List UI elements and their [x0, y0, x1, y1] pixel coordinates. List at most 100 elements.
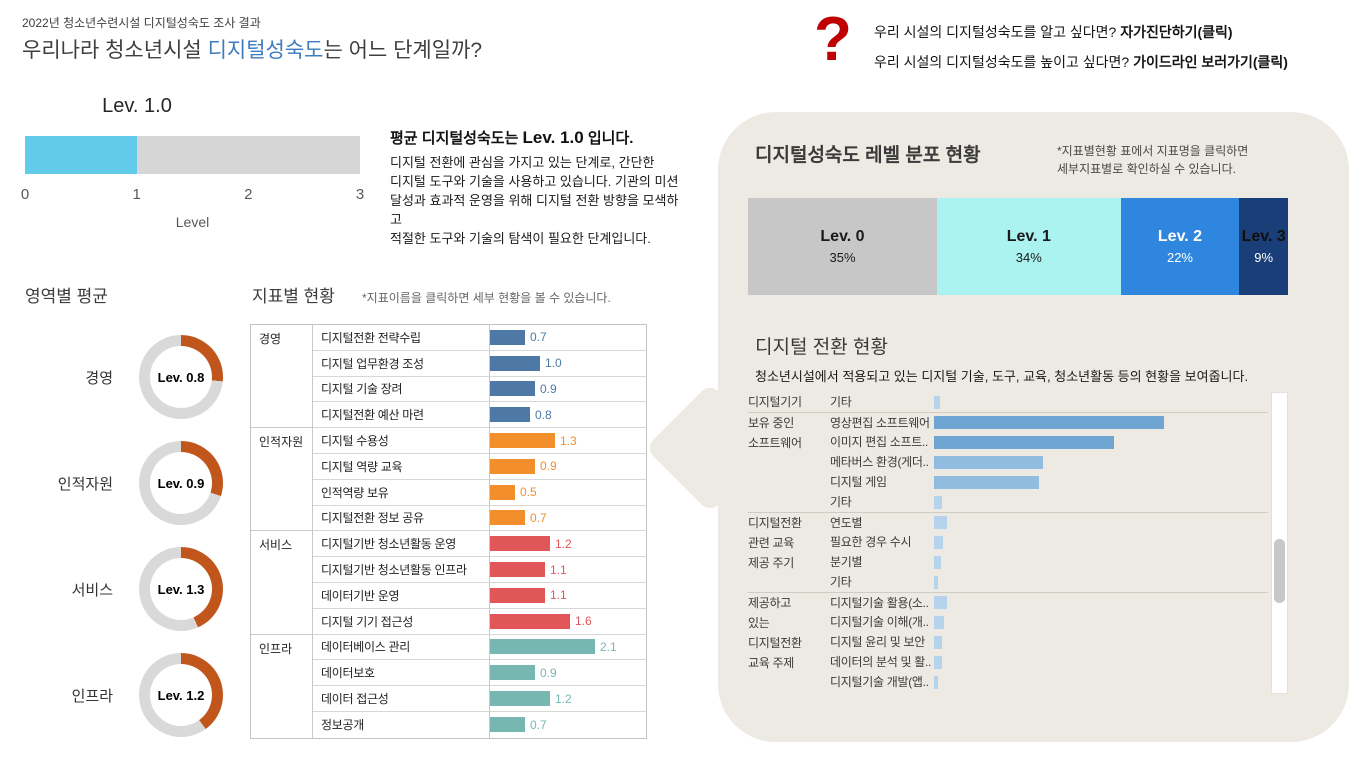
transition-bar	[934, 555, 941, 569]
indicator-name[interactable]: 데이터보호	[313, 660, 490, 687]
indicator-bar-cell: 0.7	[490, 325, 647, 351]
indicator-bar	[490, 562, 545, 578]
indicator-bar-cell: 0.7	[490, 506, 647, 532]
transition-status-title: 디지털 전환 현황	[755, 337, 888, 358]
domain-donut-chart[interactable]: Lev. 0.8	[139, 335, 223, 419]
domain-donut-chart[interactable]: Lev. 1.2	[139, 653, 223, 737]
domain-average-row: 인적자원 Lev. 0.9	[25, 430, 240, 536]
indicator-name[interactable]: 디지털 기기 접근성	[313, 608, 490, 635]
help-line-guideline: 우리 시설의 디지털성숙도를 높이고 싶다면? 가이드라인 보러가기(클릭)	[874, 52, 1288, 72]
indicator-name[interactable]: 디지털기반 청소년활동 운영	[313, 531, 490, 558]
summary-text: 평균 디지털성숙도는 Lev. 1.0 입니다. 디지털 전환에 관심을 가지고…	[390, 127, 680, 248]
transition-group-label: 디지털전환 관련 교육 제공 주기	[748, 512, 830, 592]
transition-bar-cell	[934, 592, 1268, 612]
indicator-table: 경영 디지털전환 전략수립 0.7 디지털 업무환경 조성 1.0 디지털 기술 장려 0.…	[250, 324, 647, 739]
domain-donut-chart[interactable]: Lev. 1.3	[139, 547, 223, 631]
transition-bar-cell	[934, 452, 1268, 472]
indicator-name[interactable]: 디지털기반 청소년활동 인프라	[313, 557, 490, 583]
page-title: 우리나라 청소년시설 디지털성숙도는 어느 단계일까?	[22, 34, 482, 64]
indicator-name[interactable]: 데이터 접근성	[313, 686, 490, 712]
level-segment-pct: 34%	[1015, 250, 1042, 265]
indicator-value: 0.9	[540, 459, 557, 474]
transition-item-label: 기타	[830, 395, 852, 409]
level-distribution-note: *지표별현황 표에서 지표명을 클릭하면 세부지표별로 확인하실 수 있습니다.	[1057, 142, 1248, 178]
indicator-value: 0.7	[530, 330, 547, 345]
transition-group-label: 보유 중인 소프트웨어	[748, 412, 830, 512]
indicator-value: 1.2	[555, 536, 572, 551]
indicator-name[interactable]: 디지털 업무환경 조성	[313, 350, 490, 377]
domain-donut-chart[interactable]: Lev. 0.9	[139, 441, 223, 525]
transition-item-label: 기타	[830, 575, 852, 589]
tick-2: 2	[244, 186, 253, 203]
scrollbar-thumb[interactable]	[1274, 539, 1285, 603]
level-segment-pct: 35%	[829, 250, 856, 265]
gauge-axis-title: Level	[175, 214, 210, 230]
summary-line: 디지털 도구와 기술을 사용하고 있습니다. 기관의 미션	[390, 174, 679, 189]
indicator-group-label: 인프라	[251, 634, 313, 738]
transition-bar	[934, 435, 1115, 449]
transition-bar	[934, 596, 947, 609]
indicator-bar	[490, 587, 545, 603]
level-segment-label: Lev. 0	[820, 228, 865, 245]
transition-bar-cell	[934, 672, 1268, 692]
average-level-gauge	[25, 136, 360, 174]
indicator-bar	[490, 717, 525, 733]
title-prefix: 우리나라 청소년시설	[22, 39, 208, 62]
indicator-value: 1.1	[550, 562, 567, 577]
report-eyebrow: 2022년 청소년수련시설 디지털성숙도 조사 결과	[22, 16, 261, 30]
tick-0: 0	[20, 186, 30, 203]
transition-item-label: 연도별	[830, 512, 934, 532]
transition-item-label: 이미지 편집 소프트..	[830, 435, 929, 449]
donut-hole: Lev. 1.2	[150, 664, 212, 726]
indicator-name[interactable]: 디지털 기술 장려	[313, 376, 490, 403]
note-line: *지표별현황 표에서 지표명을 클릭하면	[1057, 144, 1249, 158]
transition-bar	[934, 655, 943, 669]
indicator-bar	[490, 665, 535, 681]
indicator-bar	[490, 329, 525, 345]
gauge-axis-ticks: 0 1 2 3	[21, 186, 364, 204]
indicator-bar-cell: 1.2	[490, 686, 647, 712]
domain-average-row: 서비스 Lev. 1.3	[25, 536, 240, 642]
transition-bar-cell	[934, 612, 1268, 632]
domain-averages-title: 영역별 평균	[25, 287, 108, 306]
transition-item-label: 영상편집 소프트웨어	[830, 412, 934, 432]
level-segment[interactable]: Lev. 2 22%	[1120, 198, 1240, 295]
indicator-name[interactable]: 디지털전환 예산 마련	[313, 402, 490, 429]
indicator-name[interactable]: 데이터기반 운영	[313, 582, 490, 609]
transition-bar-cell	[934, 392, 1268, 412]
level-segment-label: Lev. 1	[1006, 228, 1051, 245]
summary-line: 달성과 효과적 운영을 위해 디지털 전환 방향을 모색하고	[390, 193, 679, 227]
transition-bar-cell	[934, 492, 1268, 512]
level-segment[interactable]: Lev. 3 9%	[1239, 198, 1288, 295]
indicator-name[interactable]: 데이터베이스 관리	[313, 634, 490, 661]
transition-bar	[934, 416, 1165, 429]
indicator-value: 1.6	[575, 614, 592, 629]
transition-item-label: 디지털기술 개발(앱..	[830, 675, 929, 689]
help-line1-text: 우리 시설의 디지털성숙도를 알고 싶다면?	[874, 24, 1121, 40]
indicator-group-label: 서비스	[251, 531, 313, 635]
transition-item-label: 기타	[830, 495, 852, 509]
indicator-name[interactable]: 인적역량 보유	[313, 479, 490, 506]
indicator-bar	[490, 355, 540, 371]
indicator-name[interactable]: 디지털전환 전략수립	[313, 325, 490, 351]
donut-hole: Lev. 0.8	[150, 346, 212, 408]
self-check-link[interactable]: 자가진단하기(클릭)	[1120, 24, 1233, 40]
headline-suffix: 입니다.	[583, 130, 634, 147]
level-segment[interactable]: Lev. 1 34%	[937, 198, 1121, 295]
indicator-bar-cell: 0.9	[490, 660, 647, 687]
indicator-bar	[490, 536, 550, 552]
indicator-bar-cell: 1.0	[490, 351, 647, 377]
guideline-link[interactable]: 가이드라인 보러가기(클릭)	[1133, 54, 1288, 70]
headline-level: Lev. 1.0	[522, 128, 584, 147]
indicator-name[interactable]: 정보공개	[313, 711, 490, 738]
scrollbar-track[interactable]	[1271, 392, 1288, 694]
indicator-name[interactable]: 디지털전환 정보 공유	[313, 505, 490, 532]
transition-bar-cell	[934, 552, 1268, 572]
indicator-name[interactable]: 디지털 수용성	[313, 428, 490, 454]
donut-hole: Lev. 0.9	[150, 452, 212, 514]
summary-headline: 평균 디지털성숙도는 Lev. 1.0 입니다.	[390, 127, 680, 148]
title-suffix: 는 어느 단계일까?	[323, 39, 483, 62]
level-segment[interactable]: Lev. 0 35%	[748, 198, 937, 295]
indicator-name[interactable]: 디지털 역량 교육	[313, 453, 490, 480]
